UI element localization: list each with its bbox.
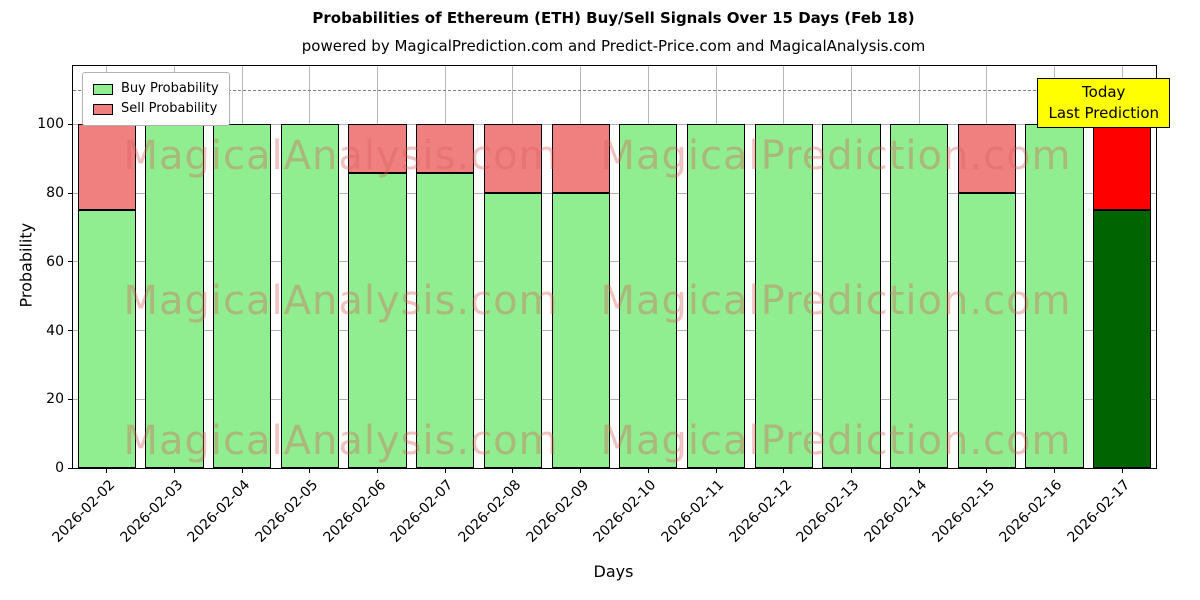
y-tick-mark xyxy=(68,261,73,263)
bar-sell-segment xyxy=(551,124,610,194)
x-tick-label: 2026-02-02 xyxy=(49,477,119,546)
x-tick-mark xyxy=(850,468,852,473)
bar-buy-segment xyxy=(822,124,881,468)
y-tick-label: 60 xyxy=(46,253,64,270)
x-tick-mark xyxy=(309,468,311,473)
bar-buy-segment xyxy=(1025,124,1084,468)
y-tick-mark xyxy=(68,123,73,125)
bar-buy-segment xyxy=(889,124,949,468)
y-tick-label: 80 xyxy=(46,185,64,202)
bar-buy-segment xyxy=(416,172,475,468)
x-tick-mark xyxy=(512,468,514,473)
x-tick-mark xyxy=(174,468,176,473)
y-tick-label: 100 xyxy=(37,116,64,133)
legend-item-sell: Sell Probability xyxy=(93,99,219,119)
chart-legend: Buy Probability Sell Probability xyxy=(82,72,230,127)
y-gridline xyxy=(73,192,1156,194)
bar-buy-segment xyxy=(619,124,678,468)
threshold-dashed-line xyxy=(73,90,1156,92)
x-tick-label: 2026-02-16 xyxy=(996,477,1066,546)
y-tick-label: 0 xyxy=(55,460,64,476)
plot-area: Buy Probability Sell Probability Today L… xyxy=(37,65,1170,546)
bar-buy-segment xyxy=(551,193,610,468)
legend-label-buy: Buy Probability xyxy=(121,81,219,96)
x-tick-mark xyxy=(918,468,920,473)
legend-label-sell: Sell Probability xyxy=(121,101,218,117)
y-tick-mark xyxy=(68,330,73,332)
legend-swatch-sell-icon xyxy=(93,103,113,115)
bar-buy-segment xyxy=(483,193,543,468)
x-tick-mark xyxy=(106,468,108,473)
x-tick-mark xyxy=(1121,468,1123,473)
x-tick-label: 2026-02-17 xyxy=(1064,477,1134,546)
x-tick-mark xyxy=(580,468,582,473)
bar-sell-segment xyxy=(483,124,543,194)
bar-buy-segment xyxy=(957,193,1016,468)
x-tick-mark xyxy=(986,468,988,473)
x-tick-label: 2026-02-09 xyxy=(523,477,592,546)
bar-buy-segment xyxy=(348,172,407,468)
x-tick-label: 2026-02-05 xyxy=(252,477,322,546)
y-gridline xyxy=(73,398,1156,400)
y-gridline xyxy=(73,123,1156,125)
y-tick-mark xyxy=(68,467,73,469)
chart-title: Probabilities of Ethereum (ETH) Buy/Sell… xyxy=(312,9,915,27)
x-tick-label: 2026-02-06 xyxy=(320,477,389,546)
x-tick-label: 2026-02-04 xyxy=(184,477,254,546)
x-tick-mark xyxy=(444,468,446,473)
x-tick-label: 2026-02-03 xyxy=(116,477,186,546)
today-annotation-line2: Last Prediction xyxy=(1048,104,1159,122)
x-tick-mark xyxy=(241,468,243,473)
x-tick-label: 2026-02-14 xyxy=(861,477,931,546)
x-tick-mark xyxy=(783,468,785,473)
y-tick-mark xyxy=(68,192,73,194)
bar-sell-segment xyxy=(348,124,407,173)
x-tick-mark xyxy=(1053,468,1055,473)
x-tick-label: 2026-02-11 xyxy=(658,477,728,546)
today-annotation: Today Last Prediction xyxy=(1037,78,1170,128)
y-gridline xyxy=(73,261,1156,263)
x-tick-mark xyxy=(647,468,649,473)
y-tick-label: 20 xyxy=(46,391,64,408)
bar-sell-segment xyxy=(1093,124,1152,211)
bar-sell-segment xyxy=(957,124,1016,194)
x-axis-label: Days xyxy=(593,562,634,581)
bar-buy-segment xyxy=(145,124,204,468)
y-tick-mark xyxy=(68,398,73,400)
y-gridline xyxy=(73,330,1156,332)
bar-buy-segment xyxy=(754,124,813,468)
x-tick-label: 2026-02-07 xyxy=(387,477,457,546)
bar-buy-segment xyxy=(77,210,136,468)
bar-buy-segment xyxy=(686,124,746,468)
y-axis-label: Probability xyxy=(16,222,36,308)
x-tick-mark xyxy=(377,468,379,473)
x-tick-mark xyxy=(715,468,717,473)
bar-buy-segment xyxy=(280,124,339,468)
today-annotation-line1: Today xyxy=(1082,83,1126,101)
bar-sell-segment xyxy=(77,124,136,211)
legend-item-buy: Buy Probability xyxy=(93,79,219,99)
x-tick-label: 2026-02-15 xyxy=(929,477,999,546)
bar-buy-segment xyxy=(1093,210,1152,468)
x-tick-label: 2026-02-08 xyxy=(455,477,525,546)
bar-buy-segment xyxy=(213,124,272,468)
x-tick-label: 2026-02-10 xyxy=(590,477,660,546)
bar-sell-segment xyxy=(416,124,475,173)
chart-subtitle: powered by MagicalPrediction.com and Pre… xyxy=(301,37,926,55)
x-tick-label: 2026-02-12 xyxy=(726,477,796,546)
legend-swatch-buy-icon xyxy=(93,83,113,95)
x-tick-label: 2026-02-13 xyxy=(793,477,863,546)
y-tick-label: 40 xyxy=(46,322,64,339)
